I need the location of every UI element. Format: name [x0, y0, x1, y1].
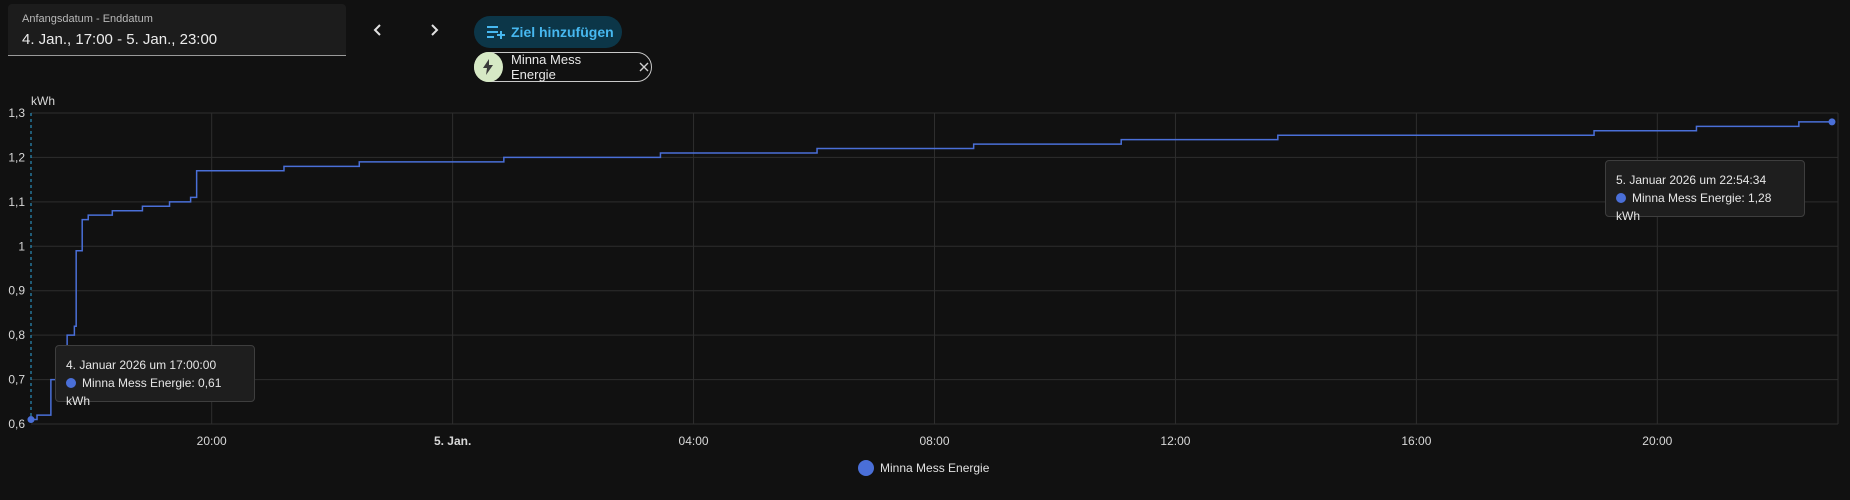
- y-tick-label: 1,3: [8, 106, 25, 120]
- data-point-start: [27, 416, 35, 424]
- tooltip-end-title: 5. Januar 2026 um 22:54:34: [1616, 173, 1767, 187]
- y-tick-label: 1: [18, 239, 25, 253]
- tooltip-start-text: Minna Mess Energie: 0,61 kWh: [66, 376, 222, 408]
- x-tick-label: 20:00: [1642, 434, 1672, 448]
- x-tick-label: 20:00: [197, 434, 227, 448]
- previous-period-button[interactable]: [358, 10, 398, 50]
- y-tick-label: 0,9: [8, 284, 25, 298]
- chevron-left-icon: [373, 24, 381, 36]
- legend-label: Minna Mess Energie: [880, 461, 990, 475]
- y-axis-label: kWh: [31, 94, 55, 108]
- x-tick-label: 5. Jan.: [434, 434, 471, 448]
- x-tick-label: 08:00: [919, 434, 949, 448]
- next-period-button[interactable]: [414, 10, 454, 50]
- add-target-label: Ziel hinzufügen: [511, 24, 614, 40]
- legend-dot: [858, 460, 874, 476]
- tooltip-start-title: 4. Januar 2026 um 17:00:00: [66, 358, 217, 372]
- entity-chip[interactable]: Minna Mess Energie: [474, 52, 652, 82]
- x-tick-label: 12:00: [1160, 434, 1190, 448]
- date-range-label: Anfangsdatum - Enddatum: [22, 13, 153, 25]
- tooltip-start: 4. Januar 2026 um 17:00:00 Minna Mess En…: [55, 345, 255, 408]
- y-tick-label: 1,1: [8, 195, 25, 209]
- y-tick-label: 0,8: [8, 328, 25, 342]
- entity-chip-label: Minna Mess Energie: [510, 52, 582, 82]
- chevron-right-icon: [431, 24, 439, 36]
- tooltip-end-text: Minna Mess Energie: 1,28 kWh: [1616, 191, 1772, 223]
- lightning-bolt-icon: [474, 52, 503, 82]
- y-tick-label: 0,6: [8, 417, 25, 431]
- date-range-picker[interactable]: Anfangsdatum - Enddatum 4. Jan., 17:00 -…: [8, 4, 346, 56]
- x-tick-label: 16:00: [1401, 434, 1431, 448]
- close-icon[interactable]: [637, 60, 651, 74]
- data-point-end: [1828, 118, 1836, 126]
- series-dot: [66, 378, 76, 388]
- y-tick-label: 1,2: [8, 150, 25, 164]
- chart-legend-item[interactable]: Minna Mess Energie: [858, 460, 989, 476]
- y-tick-label: 0,7: [8, 373, 25, 387]
- add-target-button[interactable]: Ziel hinzufügen: [474, 16, 622, 48]
- date-range-value: 4. Jan., 17:00 - 5. Jan., 23:00: [22, 31, 218, 48]
- series-line: [31, 121, 1832, 421]
- series-dot: [1616, 193, 1626, 203]
- x-tick-label: 04:00: [679, 434, 709, 448]
- tooltip-end: 5. Januar 2026 um 22:54:34 Minna Mess En…: [1605, 160, 1805, 223]
- playlist-plus-icon: [487, 26, 505, 39]
